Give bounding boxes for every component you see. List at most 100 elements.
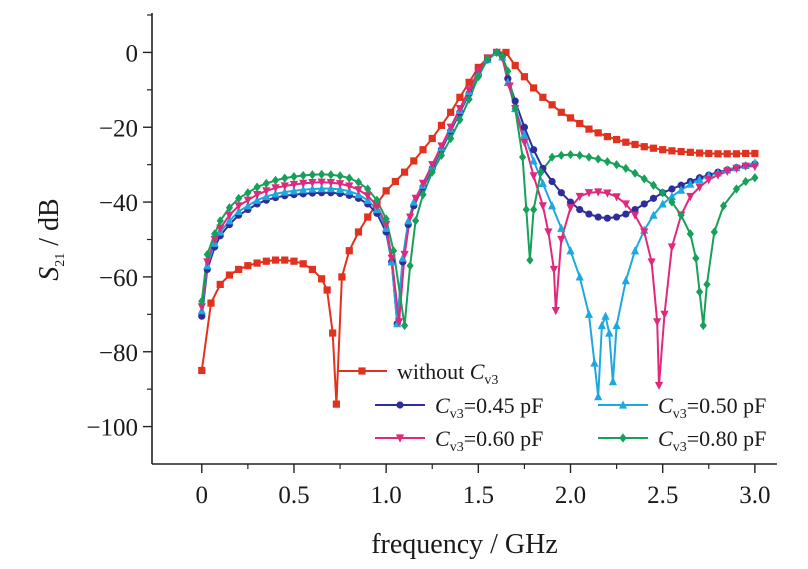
data-point	[411, 194, 420, 203]
data-point	[207, 299, 215, 307]
data-point	[437, 121, 446, 129]
data-point	[400, 250, 409, 260]
data-point	[548, 177, 556, 186]
data-point	[372, 202, 382, 211]
data-point	[649, 194, 658, 202]
data-point	[613, 160, 621, 170]
data-point	[668, 197, 676, 207]
data-point	[474, 63, 482, 71]
data-point	[253, 182, 261, 192]
y-tick-label: −20	[99, 115, 138, 142]
data-point	[382, 214, 390, 224]
data-point	[437, 142, 446, 151]
data-point	[603, 133, 611, 141]
data-point	[622, 163, 630, 174]
data-point	[667, 191, 677, 201]
data-point	[318, 275, 326, 283]
data-point	[299, 179, 308, 188]
data-point	[621, 200, 630, 209]
y-axis-title-sub: 21	[53, 253, 68, 267]
data-point	[225, 203, 234, 213]
data-point	[412, 216, 420, 226]
data-point	[575, 192, 584, 202]
data-point	[621, 276, 630, 285]
data-point	[576, 150, 584, 160]
data-point	[211, 229, 219, 239]
data-point	[520, 123, 529, 131]
data-point	[668, 147, 676, 155]
data-point	[713, 171, 723, 180]
data-point	[289, 180, 299, 190]
data-point	[686, 192, 695, 202]
data-point	[686, 148, 694, 156]
data-point	[530, 204, 538, 215]
data-point	[465, 78, 473, 86]
data-point	[234, 206, 243, 216]
data-point	[400, 168, 409, 176]
data-point	[197, 303, 206, 312]
data-point	[299, 260, 307, 268]
data-point	[262, 257, 270, 265]
data-point	[538, 202, 547, 211]
data-point	[548, 101, 556, 109]
data-point	[654, 381, 664, 391]
data-point	[511, 61, 519, 70]
data-point	[225, 216, 234, 225]
data-point	[262, 178, 270, 188]
data-point	[566, 149, 575, 160]
data-point	[326, 179, 335, 188]
data-point	[345, 182, 354, 191]
legend-label-3: Cv3=0.60 pF	[435, 426, 543, 455]
data-point	[659, 146, 667, 154]
y-tick-label: −80	[99, 340, 138, 367]
data-point	[695, 175, 704, 184]
x-axis-title: frequency / GHz	[371, 529, 558, 560]
data-point	[335, 184, 345, 193]
data-point	[667, 243, 677, 252]
data-point	[538, 178, 547, 187]
data-point	[557, 235, 566, 245]
data-point	[594, 213, 602, 221]
data-point	[406, 213, 415, 222]
data-point	[216, 216, 224, 226]
legend-marker-2	[618, 400, 628, 409]
data-point	[364, 213, 372, 221]
data-point	[345, 186, 354, 195]
data-point	[308, 184, 317, 193]
data-point	[410, 157, 418, 165]
data-point	[613, 135, 621, 144]
data-point	[280, 182, 289, 191]
data-point	[594, 392, 603, 401]
data-point	[391, 177, 399, 186]
data-point	[539, 93, 547, 101]
data-point	[483, 54, 492, 64]
data-point	[594, 129, 602, 137]
data-point	[695, 149, 704, 157]
data-point	[677, 181, 685, 189]
data-point	[308, 265, 316, 274]
data-point	[317, 178, 326, 187]
data-point	[677, 185, 686, 194]
data-point	[389, 246, 398, 256]
data-point	[498, 51, 506, 61]
data-point	[203, 249, 211, 260]
data-point	[742, 149, 750, 158]
data-point	[605, 328, 614, 337]
data-point	[631, 168, 639, 178]
data-point	[566, 198, 575, 206]
data-point	[290, 257, 298, 265]
data-point	[594, 188, 603, 197]
data-point	[262, 191, 271, 201]
data-point	[548, 152, 556, 162]
data-point	[198, 312, 206, 320]
data-point	[597, 320, 606, 330]
data-point	[575, 272, 584, 281]
data-point	[235, 265, 243, 274]
data-point	[338, 273, 346, 281]
data-point	[530, 146, 538, 154]
data-point	[418, 179, 428, 188]
data-point	[446, 123, 455, 132]
x-tick-label: 0.5	[278, 482, 309, 509]
data-point	[354, 186, 363, 195]
